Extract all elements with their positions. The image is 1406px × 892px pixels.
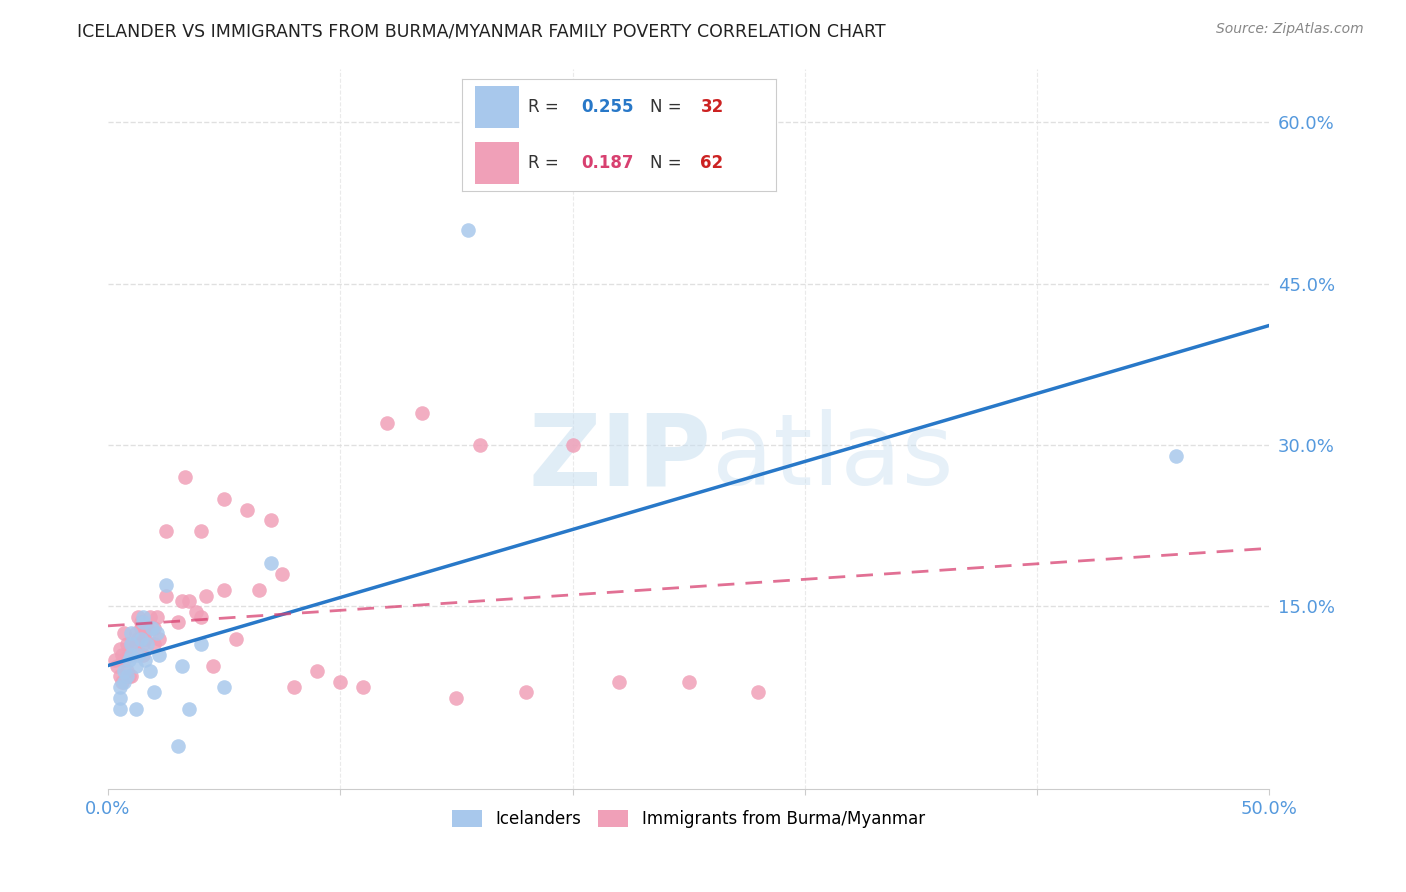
Legend: Icelanders, Immigrants from Burma/Myanmar: Icelanders, Immigrants from Burma/Myanma… — [446, 804, 932, 835]
Text: Source: ZipAtlas.com: Source: ZipAtlas.com — [1216, 22, 1364, 37]
Point — [145, 626, 167, 640]
Point — [143, 637, 166, 651]
Point — [132, 615, 155, 630]
Text: ICELANDER VS IMMIGRANTS FROM BURMA/MYANMAR FAMILY POVERTY CORRELATION CHART: ICELANDER VS IMMIGRANTS FROM BURMA/MYANM… — [77, 22, 886, 40]
Point — [155, 589, 177, 603]
Point — [111, 674, 134, 689]
Point — [108, 680, 131, 694]
Point — [148, 648, 170, 662]
Point — [446, 690, 468, 705]
Point — [120, 637, 142, 651]
Point — [132, 648, 155, 662]
Point — [225, 632, 247, 646]
Point — [127, 648, 149, 662]
Point — [201, 658, 224, 673]
Point — [127, 610, 149, 624]
Point — [125, 701, 148, 715]
Point — [305, 664, 328, 678]
Point — [112, 664, 135, 678]
Point — [112, 653, 135, 667]
Point — [129, 632, 152, 646]
Point — [166, 739, 188, 754]
Point — [329, 674, 352, 689]
Point — [139, 664, 162, 678]
Point — [108, 669, 131, 683]
Point — [259, 513, 281, 527]
Point — [190, 524, 212, 538]
Point — [115, 664, 138, 678]
Point — [155, 578, 177, 592]
Point — [747, 685, 769, 699]
Point — [129, 615, 152, 630]
Point — [118, 653, 141, 667]
Point — [120, 637, 142, 651]
Point — [134, 653, 156, 667]
Point — [141, 621, 163, 635]
Point — [125, 626, 148, 640]
Point — [1166, 449, 1188, 463]
Point — [125, 637, 148, 651]
Point — [172, 594, 194, 608]
Point — [166, 615, 188, 630]
Point — [143, 685, 166, 699]
Point — [108, 690, 131, 705]
Point — [136, 637, 159, 651]
Point — [108, 642, 131, 657]
Point — [173, 470, 195, 484]
Point — [129, 621, 152, 635]
Point — [120, 626, 142, 640]
Point — [179, 594, 201, 608]
Point — [353, 680, 375, 694]
Point — [212, 583, 235, 598]
Point — [236, 502, 259, 516]
Point — [115, 637, 138, 651]
Point — [190, 637, 212, 651]
Point — [105, 658, 128, 673]
Point — [108, 701, 131, 715]
Point — [112, 626, 135, 640]
Text: ZIP: ZIP — [529, 409, 711, 506]
Point — [143, 621, 166, 635]
Point — [139, 610, 162, 624]
Point — [134, 626, 156, 640]
Point — [186, 605, 208, 619]
Point — [104, 653, 127, 667]
Point — [194, 589, 217, 603]
Point — [457, 223, 479, 237]
Point — [132, 610, 155, 624]
Point — [118, 648, 141, 662]
Point — [120, 648, 142, 662]
Point — [136, 621, 159, 635]
Point — [468, 438, 491, 452]
Point — [283, 680, 305, 694]
Point — [132, 637, 155, 651]
Point — [118, 669, 141, 683]
Point — [212, 491, 235, 506]
Point — [148, 632, 170, 646]
Point — [127, 632, 149, 646]
Point — [607, 674, 630, 689]
Text: atlas: atlas — [711, 409, 953, 506]
Point — [115, 669, 138, 683]
Point — [155, 524, 177, 538]
Point — [179, 701, 201, 715]
Point — [271, 567, 294, 582]
Point — [134, 632, 156, 646]
Point — [212, 680, 235, 694]
Point — [145, 610, 167, 624]
Point — [120, 669, 142, 683]
Point — [172, 658, 194, 673]
Point — [112, 674, 135, 689]
Point — [111, 648, 134, 662]
Point — [120, 648, 142, 662]
Point — [375, 417, 398, 431]
Point — [190, 610, 212, 624]
Point — [125, 658, 148, 673]
Point — [515, 685, 537, 699]
Point — [247, 583, 270, 598]
Point — [561, 438, 583, 452]
Point — [678, 674, 700, 689]
Point — [411, 406, 433, 420]
Point — [259, 557, 281, 571]
